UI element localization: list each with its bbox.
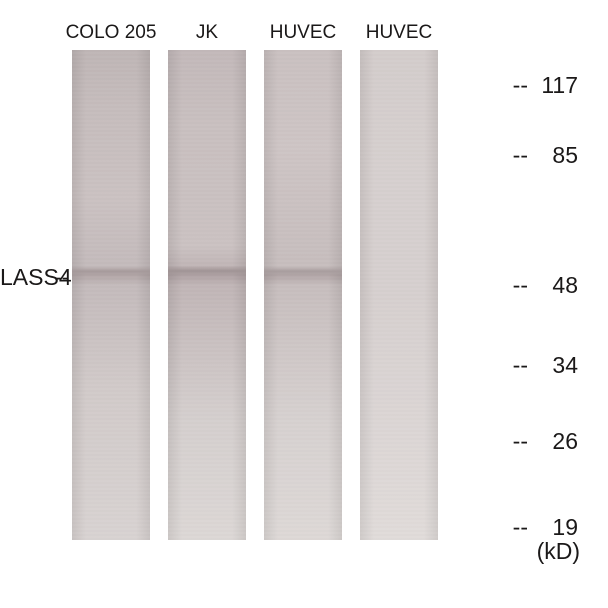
lane-texture — [168, 50, 246, 540]
protein-band — [264, 267, 342, 276]
lane-texture — [360, 50, 438, 540]
marker-tick: -- — [513, 72, 528, 99]
blot-lane — [360, 50, 438, 540]
marker-label: 26 — [552, 428, 578, 455]
figure-container: LASS4 -- --117--85--48--34--26--19 (kD) … — [0, 0, 608, 608]
blot-lane — [168, 50, 246, 540]
lane-label: JK — [168, 22, 246, 44]
lanes-group — [72, 50, 438, 540]
marker-tick: -- — [513, 428, 528, 455]
marker-tick: -- — [513, 352, 528, 379]
blot-lane — [264, 50, 342, 540]
lane-label: HUVEC — [360, 22, 438, 44]
blot-lane — [72, 50, 150, 540]
marker-label: 85 — [552, 142, 578, 169]
protein-band — [72, 267, 150, 276]
lane-texture — [264, 50, 342, 540]
protein-band — [168, 266, 246, 276]
lane-label: COLO 205 — [64, 22, 158, 44]
marker-label: 19 — [552, 514, 578, 541]
protein-tick: -- — [54, 264, 69, 291]
marker-label: 117 — [541, 72, 578, 99]
unit-label: (kD) — [537, 538, 580, 565]
lane-label: HUVEC — [264, 22, 342, 44]
marker-label: 34 — [552, 352, 578, 379]
marker-label: 48 — [552, 272, 578, 299]
marker-tick: -- — [513, 142, 528, 169]
lane-texture — [72, 50, 150, 540]
protein-label: LASS4 — [0, 264, 60, 291]
marker-tick: -- — [513, 272, 528, 299]
marker-tick: -- — [513, 514, 528, 541]
